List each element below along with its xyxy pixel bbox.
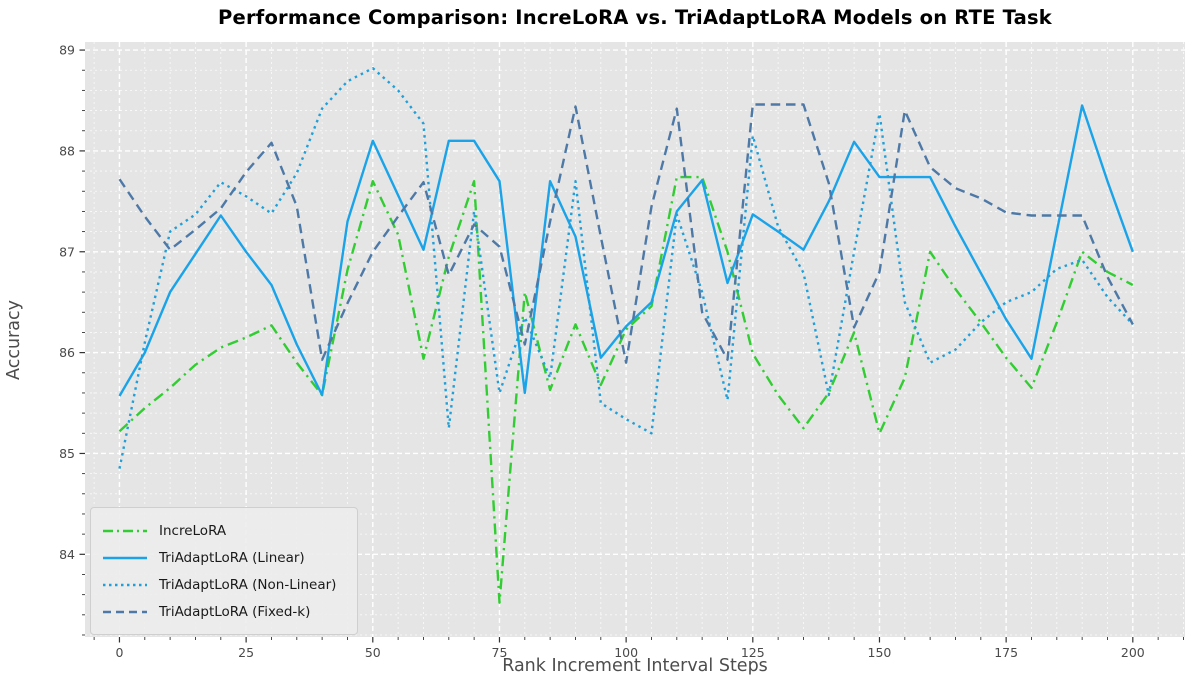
x-tick-label: 50	[365, 645, 381, 660]
legend-item-fixedk: TriAdaptLoRA (Fixed-k)	[103, 598, 343, 625]
y-tick-label: 84	[59, 547, 75, 562]
series-line-0	[118, 175, 1134, 604]
y-tick-label: 87	[59, 244, 75, 259]
x-tick-label: 150	[868, 645, 892, 660]
x-tick-label: 0	[115, 645, 123, 660]
x-tick-label: 175	[994, 645, 1018, 660]
legend-label: TriAdaptLoRA (Non-Linear)	[159, 576, 337, 593]
nonlinear-line-sample	[103, 582, 147, 588]
x-tick-label: 125	[741, 645, 765, 660]
legend-item-linear: TriAdaptLoRA (Linear)	[103, 544, 343, 571]
legend-item-nonlinear: TriAdaptLoRA (Non-Linear)	[103, 571, 343, 598]
y-axis-label: Accuracy	[4, 300, 24, 380]
y-tick-label: 85	[59, 446, 75, 461]
y-tick-label: 89	[59, 43, 75, 58]
series-line-1	[118, 104, 1134, 397]
linear-line-sample	[103, 555, 147, 561]
legend-label: TriAdaptLoRA (Fixed-k)	[159, 603, 311, 620]
x-tick-label: 200	[1121, 645, 1145, 660]
legend-label: IncreLoRA	[159, 522, 227, 539]
increlora-line-sample	[103, 528, 147, 534]
x-tick-label: 25	[238, 645, 254, 660]
x-tick-label: 100	[614, 645, 638, 660]
y-tick-label: 86	[59, 345, 75, 360]
fixedk-line-sample	[103, 609, 147, 615]
series-line-3	[118, 103, 1134, 364]
x-axis-label: Rank Increment Interval Steps	[502, 656, 768, 676]
legend: IncreLoRA TriAdaptLoRA (Linear) TriAdapt…	[90, 507, 358, 635]
x-tick-label: 75	[492, 645, 508, 660]
y-tick-label: 88	[59, 143, 75, 158]
legend-item-increlora: IncreLoRA	[103, 517, 343, 544]
chart-title: Performance Comparison: IncreLoRA vs. Tr…	[218, 6, 1052, 29]
legend-label: TriAdaptLoRA (Linear)	[159, 549, 305, 566]
series-line-2	[118, 66, 1134, 469]
